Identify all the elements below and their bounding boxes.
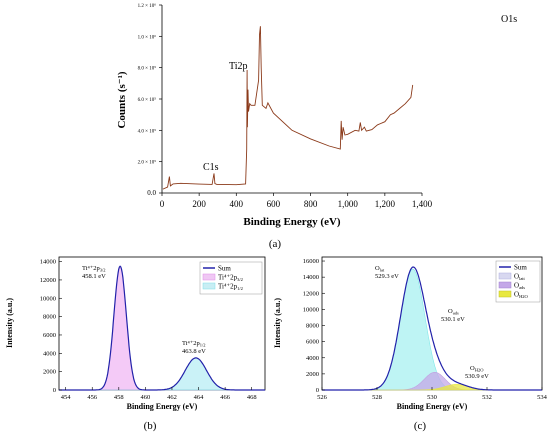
ti2p-peak1-label: Ti⁴⁺2p3/2: [82, 265, 106, 273]
survey-x-tick-label: 800: [304, 199, 318, 209]
survey-spectrum-panel: 0.0 2.0 × 10⁵ 4.0 × 10⁵ 6.0 × 10⁵ 8.0 × 10⁵ 1…: [116, 3, 517, 250]
o1s-y-tick-label: 16000: [303, 258, 319, 265]
ti2p-legend-comp2-swatch: [202, 282, 216, 290]
o1s-legend-comp2-swatch: [498, 281, 512, 289]
ti2p-y-axis-label: Intensity (a.u.): [5, 298, 14, 348]
o1s-sum-line: [322, 266, 542, 391]
o1s-y-tick-label: 6000: [306, 339, 319, 346]
o1s-y-tick-label: 8000: [306, 323, 319, 330]
ti2p-y-tick-label: 10000: [40, 295, 56, 302]
ti2p-y-tick-label: 14000: [40, 259, 56, 266]
o1s-legend-comp2: Oads: [514, 282, 525, 291]
ti2p-x-tick-label: 464: [194, 394, 205, 401]
ti2p-sum-line: [59, 265, 265, 391]
o1s-legend: Sum Olatt Oads OH2O: [495, 260, 541, 303]
ti2p-y-tick-label: 12000: [40, 277, 56, 284]
o1s-h2o-value: 530.9 eV: [465, 373, 489, 380]
o1s-x-tick-label: 526: [317, 394, 328, 401]
survey-y-tick-label: 2.0 × 10⁵: [138, 160, 157, 166]
ti2p-peak1-value: 458.1 eV: [82, 273, 106, 280]
survey-x-tick-label: 200: [192, 199, 206, 209]
survey-x-tick-label: 600: [267, 199, 281, 209]
o1s-ads-value: 530.1 eV: [441, 316, 465, 323]
survey-y-ticks: 0.0 2.0 × 10⁵ 4.0 × 10⁵ 6.0 × 10⁵ 8.0 × 10⁵ 1…: [138, 3, 162, 197]
ti2p-x-tick-label: 458: [114, 394, 124, 401]
o1s-y-tick-label: 12000: [303, 290, 319, 297]
survey-x-tick-label: 1,400: [412, 199, 433, 209]
ti2p-x-tick-label: 466: [220, 394, 231, 401]
ti2p-y-tick-label: 4000: [43, 350, 56, 357]
ti2p-y-tick-label: 2000: [43, 369, 56, 376]
ti2p-legend-sum: Sum: [218, 265, 231, 273]
o1s-legend-comp3: OH2O: [514, 291, 529, 300]
c1s-label: C1s: [203, 162, 219, 173]
o1s-y-ticks: 0 2000 4000 6000 8000 10000 12000 14000 16000: [303, 258, 325, 394]
survey-y-tick-label: 4.0 × 10⁵: [138, 128, 157, 134]
survey-y-axis-label: Counts (s⁻¹): [116, 71, 128, 128]
survey-y-tick-label: 1.0 × 10⁶: [138, 34, 157, 40]
ti2p-legend-comp2: Ti⁴⁺2p1/2: [218, 283, 243, 292]
ti2p-y-ticks: 0 2000 4000 6000 8000 10000 12000 14000: [40, 259, 62, 394]
o1s-legend-comp3-swatch: [498, 290, 512, 298]
ti2p-legend-comp1-swatch: [202, 273, 216, 281]
ti2p-x-tick-label: 468: [247, 394, 257, 401]
survey-x-tick-label: 1,200: [375, 199, 396, 209]
o1s-x-tick-label: 528: [372, 394, 382, 401]
ti2p-component-2-area: [59, 357, 265, 391]
survey-x-tick-label: 400: [230, 199, 244, 209]
o1s-y-tick-label: 0: [316, 387, 319, 394]
o1s-y-tick-label: 4000: [306, 355, 319, 362]
survey-y-tick-label: 0.0: [147, 189, 156, 197]
o1s-x-tick-label: 530: [427, 394, 437, 401]
o1s-lat-value: 529.3 eV: [375, 273, 399, 280]
ti2p-x-tick-label: 456: [87, 394, 98, 401]
ti2p-y-tick-label: 6000: [43, 332, 56, 339]
ti2p-peak2-label: Ti⁴⁺2p1/2: [182, 340, 206, 348]
ti2p-x-tick-label: 462: [167, 394, 177, 401]
ti2p-legend: Sum Ti⁴⁺2p3/2 Ti⁴⁺2p1/2: [199, 261, 263, 295]
survey-y-tick-label: 6.0 × 10⁵: [138, 97, 157, 103]
panel-a-label: (a): [269, 238, 282, 250]
ti2p-x-tick-label: 460: [141, 394, 151, 401]
o1s-x-tick-label: 534: [537, 394, 548, 401]
survey-x-tick-label: 1,000: [338, 199, 359, 209]
o1s-y-tick-label: 10000: [303, 306, 319, 313]
o1s-h2o-label: OH2O: [470, 365, 484, 373]
ti2p-y-tick-label: 0: [53, 387, 56, 394]
survey-x-tick-label: 0: [160, 199, 165, 209]
o1s-y-tick-label: 14000: [303, 274, 319, 281]
panel-c-label: (c): [414, 420, 427, 432]
o1s-y-axis-label: Intensity (a.u.): [273, 298, 282, 348]
o1s-lat-label: Olat: [375, 265, 385, 273]
o1s-label: O1s: [501, 14, 517, 25]
ti2p-peak2-value: 463.8 eV: [182, 348, 206, 355]
o1s-x-ticks: 526 528 530 532 534: [317, 387, 548, 401]
survey-x-ticks: 0 200 400 600 800 1,000 1,200 1,400: [160, 193, 433, 209]
survey-y-tick-label: 1.2 × 10⁶: [138, 3, 157, 9]
o1s-legend-sum: Sum: [514, 264, 527, 272]
ti2p-label: Ti2p: [229, 61, 248, 72]
survey-x-axis-label: Binding Energy (eV): [243, 216, 341, 228]
survey-y-tick-label: 8.0 × 10⁵: [138, 66, 157, 72]
survey-spectrum-line: [162, 26, 414, 190]
o1s-ads-label: Oads: [448, 308, 459, 316]
o1s-legend-comp1: Olatt: [514, 273, 526, 282]
o1s-legend-comp1-swatch: [498, 272, 512, 280]
ti2p-x-axis-label: Binding Energy (eV): [127, 402, 198, 411]
o1s-x-tick-label: 532: [482, 394, 492, 401]
panel-b-label: (b): [144, 420, 157, 432]
ti2p-y-tick-label: 8000: [43, 314, 56, 321]
ti2p-x-ticks: 454 456 458 460 462 464 466 468: [61, 387, 257, 401]
ti2p-x-tick-label: 454: [61, 394, 72, 401]
o1s-panel: 0 2000 4000 6000 8000 10000 12000 14000 16000 52…: [273, 256, 548, 432]
o1s-y-tick-label: 2000: [306, 371, 319, 378]
o1s-x-axis-label: Binding Energy (eV): [397, 402, 468, 411]
ti2p-legend-comp1: Ti⁴⁺2p3/2: [218, 274, 243, 283]
